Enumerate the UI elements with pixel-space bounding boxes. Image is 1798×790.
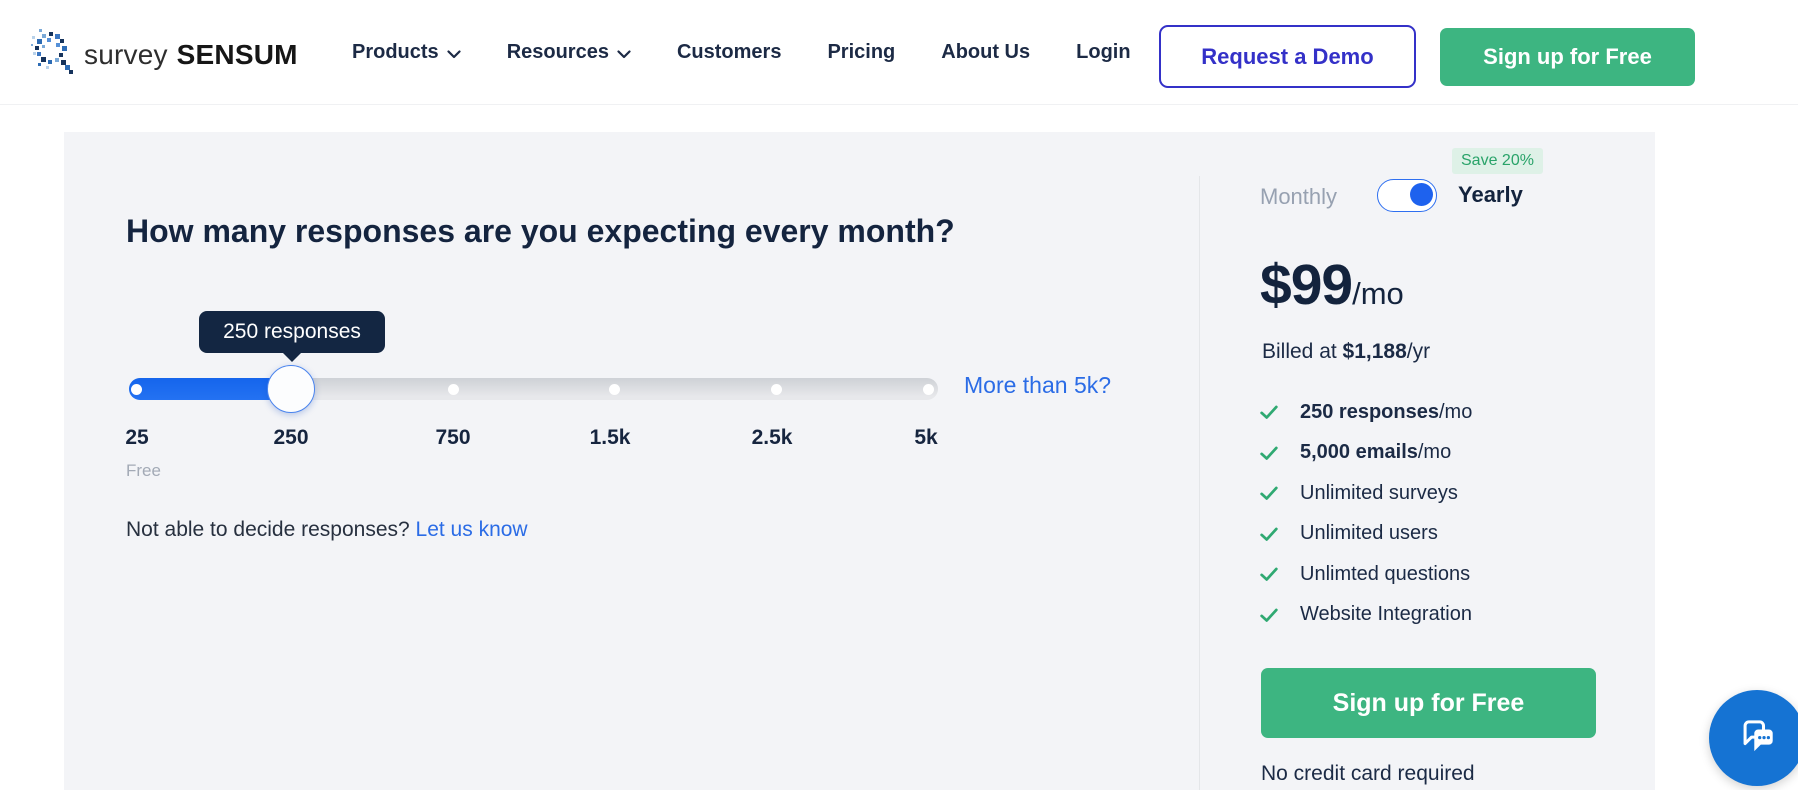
slider-handle[interactable] xyxy=(267,365,315,413)
nav-item-resources[interactable]: Resources xyxy=(507,39,631,65)
slider-fill xyxy=(129,378,299,400)
feature-item: Unlimited users xyxy=(1258,514,1472,555)
no-credit-card-note: No credit card required xyxy=(1261,762,1475,785)
slider-dot xyxy=(771,384,782,395)
chat-icon xyxy=(1731,710,1783,767)
chevron-down-icon xyxy=(447,42,461,65)
slider-dot xyxy=(131,384,142,395)
more-than-5k-link[interactable]: More than 5k? xyxy=(964,372,1112,398)
billed-text: Billed at $1,188/yr xyxy=(1262,340,1431,363)
slider-tick-5k: 5k xyxy=(914,426,938,449)
request-demo-button[interactable]: Request a Demo xyxy=(1159,25,1416,88)
logo-text-survey: survey xyxy=(84,38,168,70)
nav-item-customers[interactable]: Customers xyxy=(676,40,782,63)
plan-signup-button[interactable]: Sign up for Free xyxy=(1261,668,1596,738)
slider-tick-250: 250 xyxy=(273,426,309,449)
nav-item-pricing[interactable]: Pricing xyxy=(827,40,896,63)
plan-price: $99 /mo xyxy=(1260,252,1404,318)
logo[interactable]: survey SENSUM xyxy=(29,27,298,82)
feature-item: Unlimted questions xyxy=(1258,554,1472,595)
logo-text-sensum: SENSUM xyxy=(176,38,298,70)
toggle-knob xyxy=(1410,183,1433,206)
chevron-down-icon xyxy=(617,42,631,65)
monthly-label: Monthly xyxy=(1260,184,1338,209)
nav-item-login[interactable]: Login xyxy=(1076,40,1131,63)
decide-help-text: Not able to decide responses? Let us kno… xyxy=(126,518,528,541)
slider-dot xyxy=(609,384,620,395)
slider-dot xyxy=(448,384,459,395)
feature-item: 5,000 emails/mo xyxy=(1258,433,1472,474)
logo-icon xyxy=(29,27,75,82)
panel-divider xyxy=(1199,176,1200,790)
check-icon xyxy=(1258,604,1280,626)
header-signup-button[interactable]: Sign up for Free xyxy=(1440,28,1695,86)
yearly-label: Yearly xyxy=(1458,182,1523,207)
billing-toggle[interactable] xyxy=(1377,179,1437,212)
check-icon xyxy=(1258,563,1280,585)
slider-track[interactable] xyxy=(129,378,938,400)
slider-tick-2-5k: 2.5k xyxy=(751,426,793,449)
slider-dot xyxy=(923,384,934,395)
price-amount: $99 xyxy=(1260,253,1353,317)
slider-tooltip: 250 responses xyxy=(199,311,385,362)
check-icon xyxy=(1258,442,1280,464)
header: survey SENSUM Products Resources Customer… xyxy=(0,0,1798,104)
free-label: Free xyxy=(126,461,161,480)
chat-widget-button[interactable] xyxy=(1709,690,1798,786)
save-badge: Save 20% xyxy=(1452,148,1543,174)
feature-item: Unlimited surveys xyxy=(1258,473,1472,514)
feature-item: 250 responses/mo xyxy=(1258,392,1472,433)
price-period: /mo xyxy=(1352,276,1404,311)
feature-list: 250 responses/mo 5,000 emails/mo Unlimit… xyxy=(1258,392,1472,635)
check-icon xyxy=(1258,482,1280,504)
nav-item-about-us[interactable]: About Us xyxy=(941,40,1031,63)
slider-tick-1-5k: 1.5k xyxy=(589,426,631,449)
check-icon xyxy=(1258,523,1280,545)
page-title: How many responses are you expecting eve… xyxy=(126,213,955,249)
nav-item-products[interactable]: Products xyxy=(352,39,461,65)
feature-item: Website Integration xyxy=(1258,595,1472,636)
slider-tick-750: 750 xyxy=(435,426,471,449)
check-icon xyxy=(1258,401,1280,423)
let-us-know-link[interactable]: Let us know xyxy=(415,518,528,541)
main-nav: Products Resources Customers Pricing Abo… xyxy=(352,0,1131,104)
slider-tick-25: 25 xyxy=(125,426,149,449)
